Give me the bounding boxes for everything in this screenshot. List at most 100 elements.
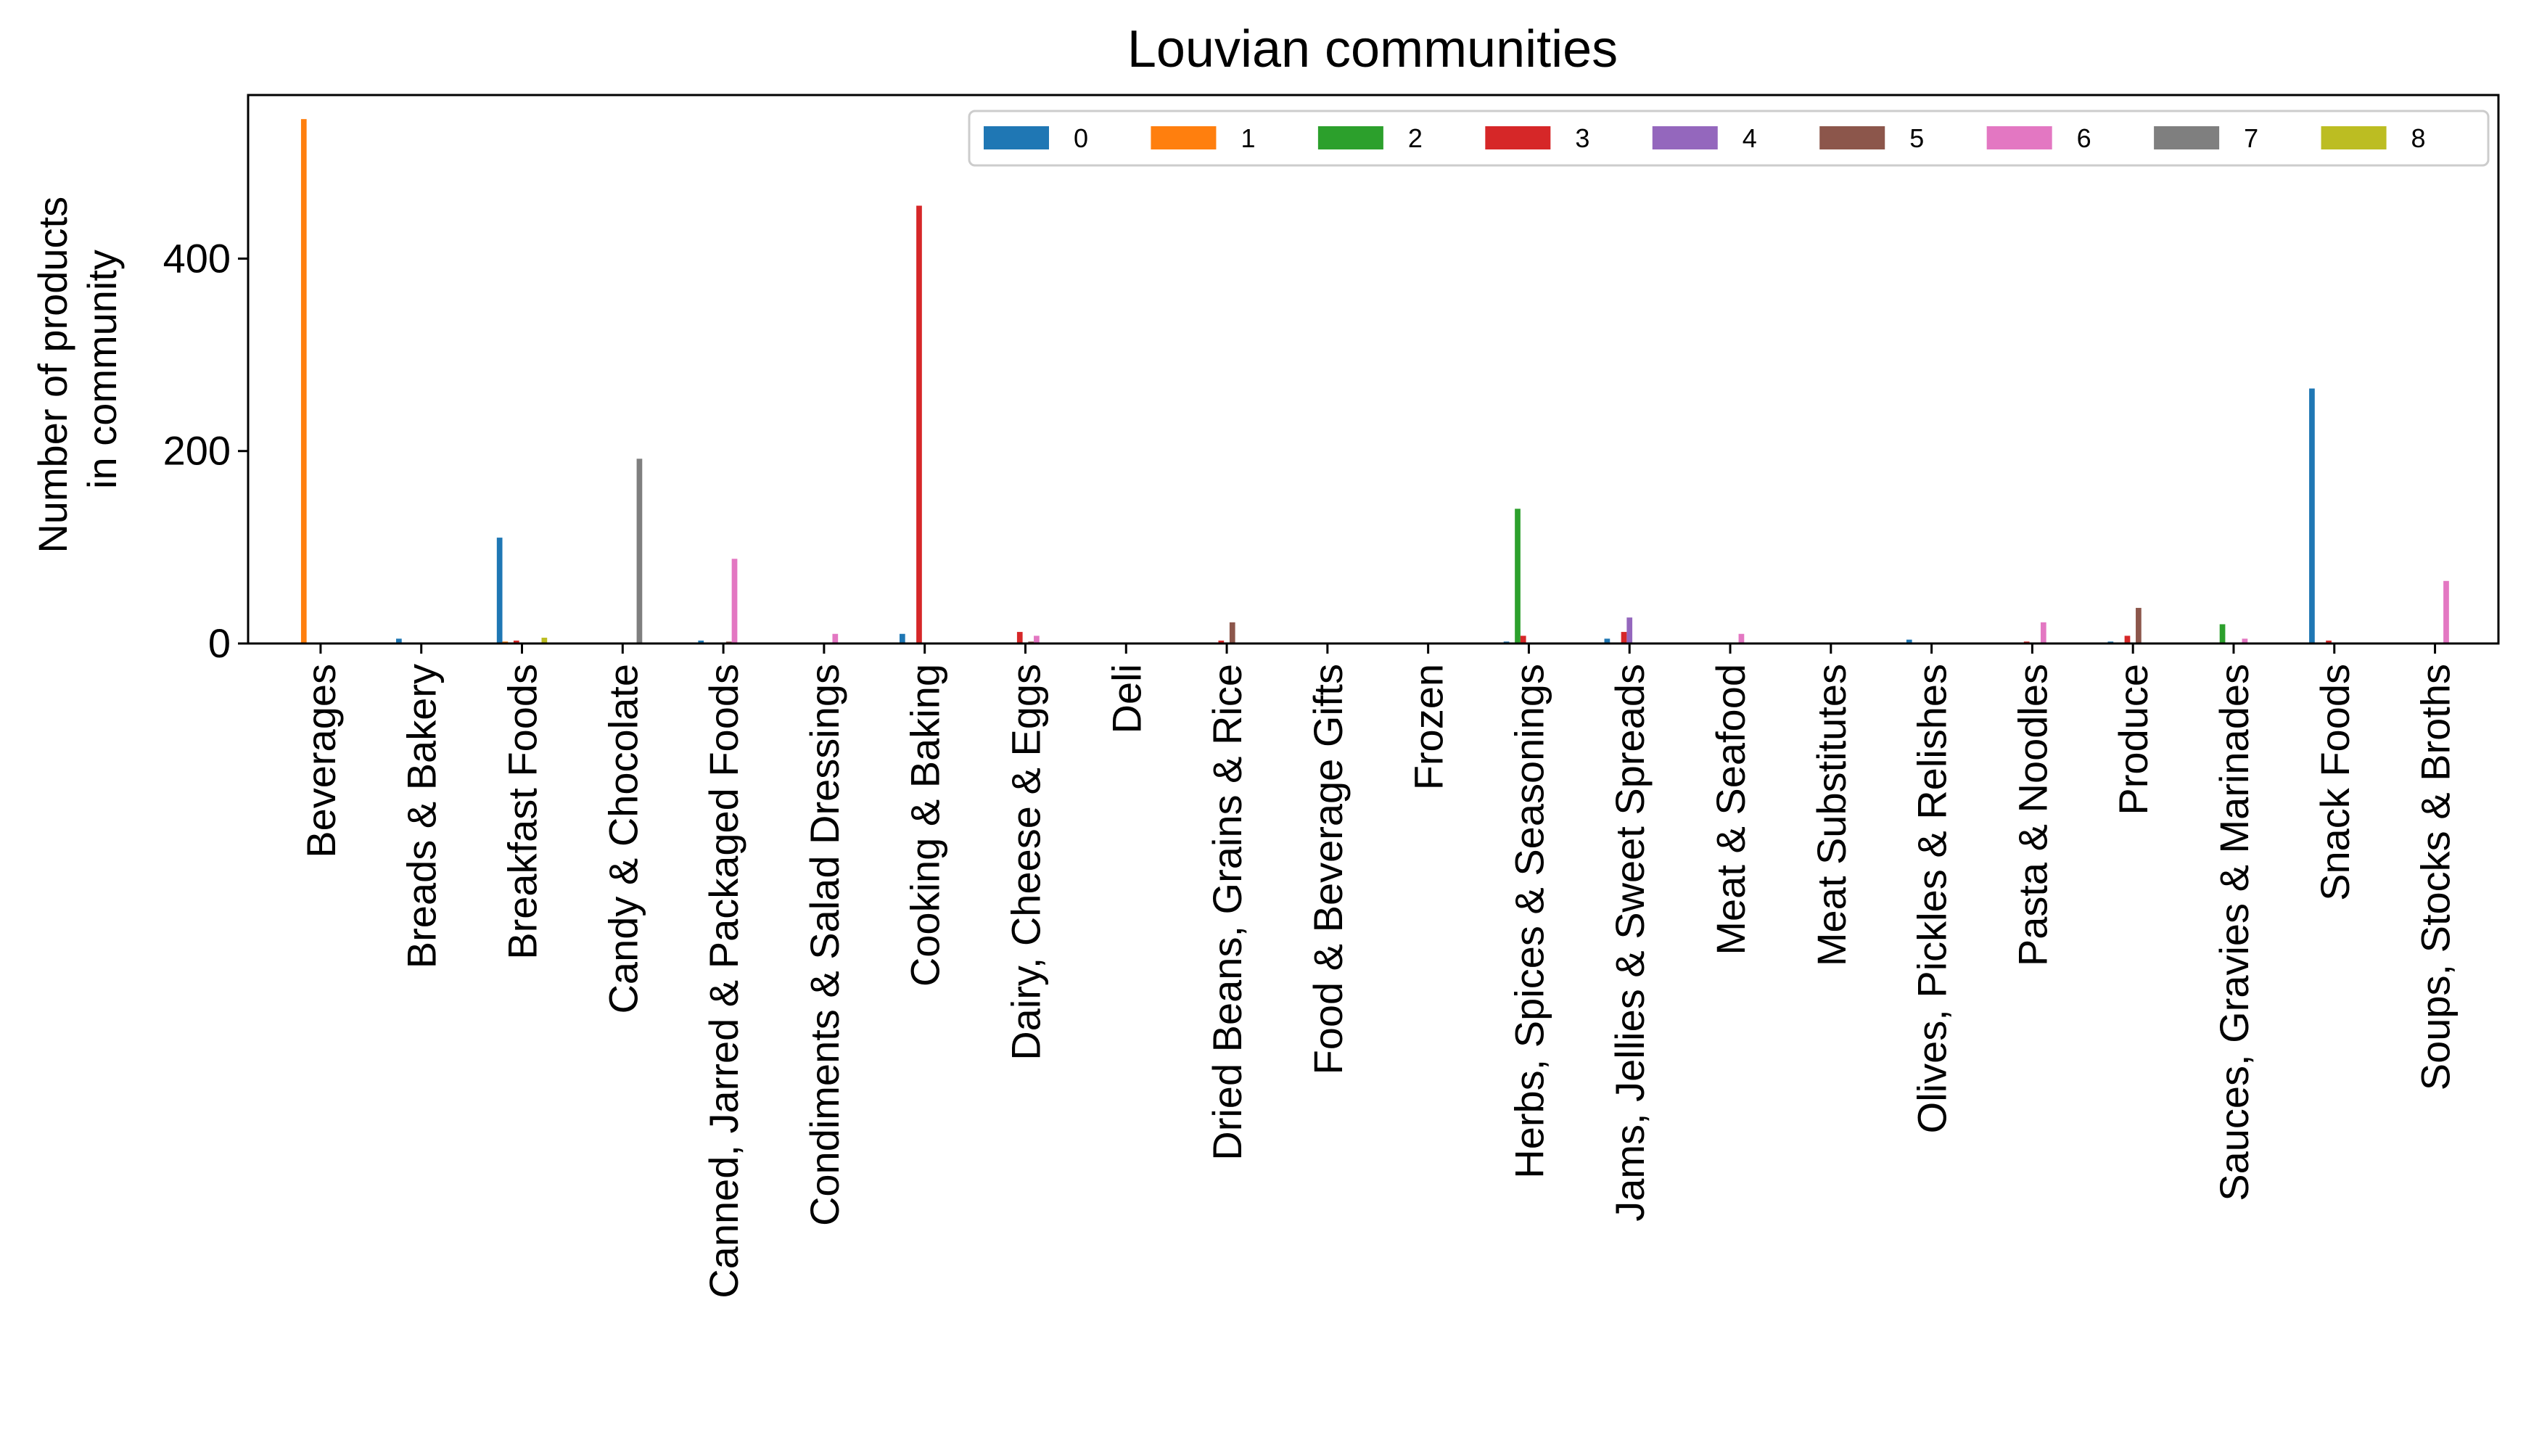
- legend-label-5: 5: [1909, 123, 1924, 153]
- legend-label-8: 8: [2411, 123, 2426, 153]
- x-tick-label-9: Dried Beans, Grains & Rice: [1204, 664, 1250, 1161]
- bar-series-3-cat-6: [916, 205, 922, 643]
- legend-item-5: 5: [1819, 123, 1924, 153]
- legend-item-2: 2: [1317, 123, 1423, 153]
- legend-swatch-1: [1151, 126, 1217, 149]
- x-tick-label-15: Meat Substitutes: [1809, 664, 1854, 966]
- x-tick-label-7: Dairy, Cheese & Eggs: [1003, 664, 1048, 1061]
- x-tick-label-18: Produce: [2110, 664, 2156, 815]
- bar-series-3-cat-7: [1016, 632, 1023, 643]
- x-tick-label-5: Condiments & Salad Dressings: [802, 664, 847, 1226]
- legend-item-0: 0: [984, 123, 1088, 153]
- x-tick-label-20: Snack Foods: [2312, 664, 2358, 901]
- axes-layer: 0 200 400 Beverages Breads & Bakery Breakfast…: [163, 94, 2500, 1299]
- bar-series-7-cat-3: [636, 458, 643, 643]
- legend-box: [968, 110, 2490, 167]
- series-1: [300, 119, 1012, 643]
- x-tick-label-17: Pasta & Noodles: [2009, 664, 2055, 966]
- legend-item-3: 3: [1485, 123, 1589, 153]
- legend-label-7: 7: [2244, 123, 2258, 153]
- bar-series-3-cat-18: [2124, 636, 2131, 643]
- bar-series-3-cat-20: [2326, 641, 2332, 643]
- legend-swatch-4: [1652, 126, 1718, 149]
- y-tick-label-400: 400: [163, 235, 231, 281]
- y-axis-label-line-2: in community: [79, 250, 125, 489]
- bar-series-4-cat-13: [1626, 617, 1633, 643]
- series-5: [524, 607, 2142, 643]
- bar-series-2-cat-12: [1515, 509, 1521, 643]
- x-tick-label-16: Olives, Pickles & Relishes: [1909, 664, 1955, 1133]
- bars-layer: [300, 119, 2449, 643]
- bar-series-0-cat-20: [2309, 388, 2315, 643]
- bar-series-6-cat-14: [1738, 633, 1745, 643]
- series-0: [396, 388, 2315, 643]
- legend-item-7: 7: [2154, 123, 2258, 153]
- legend-label-2: 2: [1408, 123, 1423, 153]
- y-axis-label-line-1: Number of products: [30, 197, 75, 554]
- bar-series-0-cat-16: [1906, 639, 1912, 643]
- bar-series-8-cat-2: [541, 638, 548, 643]
- series-6: [731, 559, 2449, 643]
- series-4: [1626, 617, 1633, 643]
- series-3: [513, 205, 2332, 643]
- chart-title: Louvian communities: [1127, 20, 1618, 78]
- legend-label-3: 3: [1575, 123, 1589, 153]
- legend-swatch-3: [1485, 126, 1551, 149]
- x-tick-label-3: Candy & Chocolate: [600, 664, 646, 1014]
- bar-series-6-cat-17: [2040, 622, 2046, 643]
- series-2: [1515, 509, 2226, 643]
- legend-item-1: 1: [1151, 123, 1255, 153]
- x-tick-label-19: Sauces, Gravies & Marinades: [2211, 664, 2257, 1201]
- bar-series-1-cat-0: [300, 119, 307, 643]
- x-tick-label-12: Herbs, Spices & Seasonings: [1506, 664, 1552, 1179]
- x-tick-label-4: Canned, Jarred & Packaged Foods: [701, 664, 746, 1299]
- bar-series-5-cat-9: [1229, 622, 1235, 643]
- x-tick-label-2: Breakfast Foods: [500, 664, 546, 960]
- x-tick-label-6: Cooking & Baking: [902, 664, 948, 987]
- y-tick-label-0: 0: [208, 620, 231, 666]
- x-tick-label-10: Food & Beverage Gifts: [1305, 664, 1351, 1075]
- legend-swatch-5: [1819, 126, 1885, 149]
- x-tick-label-8: Deli: [1103, 664, 1149, 733]
- legend-item-8: 8: [2321, 123, 2426, 153]
- legend-item-4: 4: [1652, 123, 1757, 153]
- bar-series-5-cat-18: [2136, 607, 2142, 643]
- bar-series-3-cat-2: [513, 641, 519, 643]
- bar-series-2-cat-19: [2219, 624, 2226, 643]
- x-tick-label-1: Breads & Bakery: [399, 664, 445, 968]
- legend-label-4: 4: [1743, 123, 1757, 153]
- bar-series-3-cat-13: [1621, 632, 1627, 643]
- bar-series-3-cat-9: [1218, 641, 1225, 643]
- legend: 0 1 2 3 4 5 6 7 8: [968, 110, 2490, 167]
- bar-series-0-cat-6: [899, 633, 905, 643]
- x-tick-label-11: Frozen: [1406, 664, 1452, 790]
- y-axis-label: Number of products in community: [30, 185, 125, 553]
- y-tick-label-200: 200: [163, 428, 231, 474]
- legend-label-1: 1: [1241, 123, 1255, 153]
- series-8: [541, 638, 548, 643]
- series-7: [636, 458, 643, 643]
- bar-series-6-cat-21: [2443, 580, 2449, 643]
- x-tick-label-14: Meat & Seafood: [1708, 664, 1753, 955]
- bar-series-6-cat-5: [832, 633, 839, 643]
- x-tick-label-21: Soups, Stocks & Broths: [2413, 664, 2459, 1090]
- bar-series-6-cat-4: [731, 559, 738, 643]
- legend-swatch-2: [1317, 126, 1383, 149]
- bar-series-0-cat-4: [698, 641, 704, 643]
- plot-frame: [247, 94, 2500, 645]
- legend-label-6: 6: [2077, 123, 2091, 153]
- legend-swatch-8: [2321, 126, 2387, 149]
- bar-series-0-cat-2: [496, 538, 503, 643]
- bar-series-0-cat-1: [396, 638, 402, 643]
- legend-item-6: 6: [1986, 123, 2091, 153]
- bar-series-3-cat-12: [1520, 636, 1526, 643]
- legend-swatch-6: [1986, 126, 2052, 149]
- legend-swatch-0: [984, 126, 1049, 149]
- x-tick-label-13: Jams, Jellies & Sweet Spreads: [1607, 664, 1653, 1222]
- bar-series-0-cat-13: [1604, 638, 1610, 643]
- bar-series-6-cat-7: [1034, 636, 1040, 643]
- x-tick-label-0: Beverages: [298, 664, 344, 858]
- legend-swatch-7: [2154, 126, 2220, 149]
